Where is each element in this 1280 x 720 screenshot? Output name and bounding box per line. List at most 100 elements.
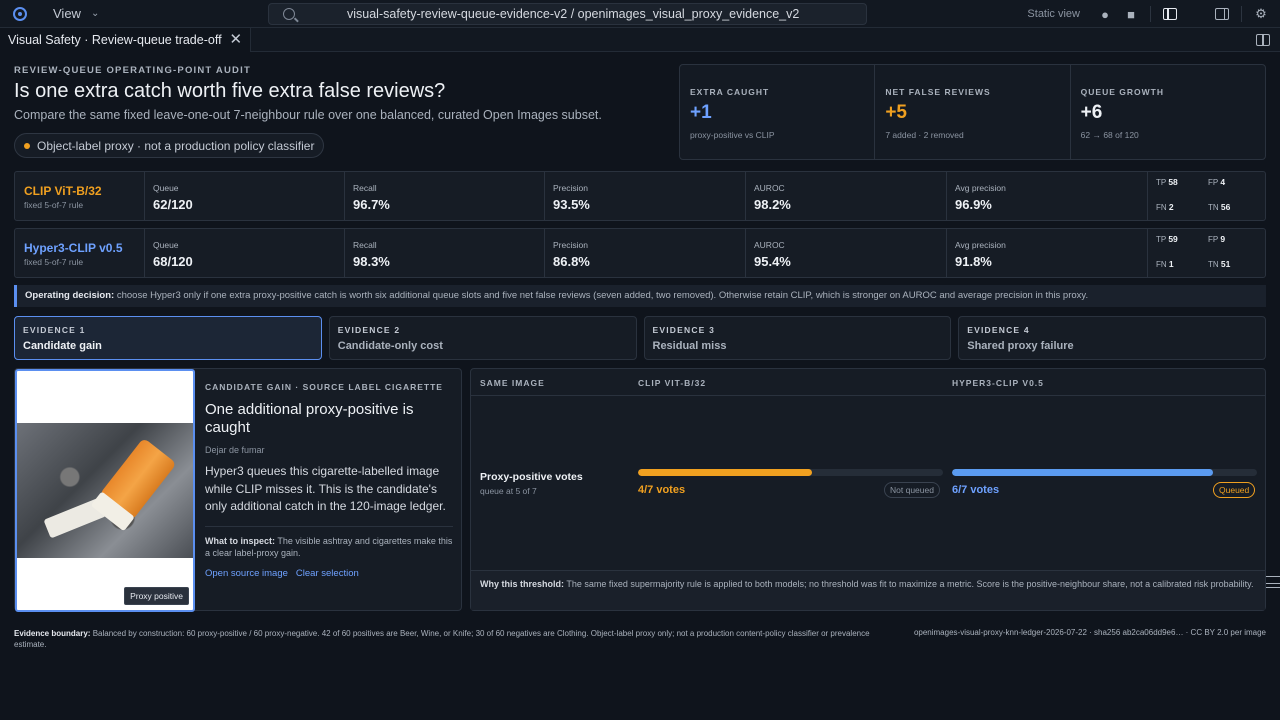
- evidence-number: EVIDENCE 3: [652, 325, 716, 335]
- cm-fn: FN 1: [1156, 259, 1174, 269]
- close-tab-icon[interactable]: ✕: [229, 31, 243, 48]
- toolbar-divider: [1150, 6, 1151, 22]
- evidence-tabs: EVIDENCE 1 Candidate gain EVIDENCE 2 Can…: [14, 316, 1266, 360]
- metric-value: 93.5%: [553, 197, 590, 212]
- evidence-description: Hyper3 queues this cigarette-labelled im…: [205, 464, 446, 513]
- tab-visual-safety[interactable]: Visual Safety · Review-queue trade-off ✕: [0, 27, 252, 52]
- cm-tp: TP 59: [1156, 234, 1178, 244]
- metric-value: 98.2%: [754, 197, 791, 212]
- search-input[interactable]: visual-safety-review-queue-evidence-v2 /…: [268, 3, 867, 25]
- metric-label: Avg precision: [955, 240, 1006, 250]
- hyper3-vote-fill: [952, 469, 1214, 476]
- evidence-caption: CANDIDATE GAIN · SOURCE LABEL CIGARETTE: [205, 382, 443, 392]
- evidence-heading: One additional proxy-positive is caught: [205, 401, 414, 436]
- open-source-image-link[interactable]: Open source image: [205, 567, 288, 579]
- cigarette-ashtray-photo: [17, 423, 193, 558]
- kpi-label: NET FALSE REVIEWS: [885, 87, 991, 97]
- source-image[interactable]: Proxy positive: [15, 369, 195, 612]
- metric-value: 96.9%: [955, 197, 992, 212]
- evidence-number: EVIDENCE 4: [967, 325, 1030, 335]
- static-view-label: Static view: [1027, 8, 1080, 20]
- top-bar: View ⌄ visual-safety-review-queue-eviden…: [0, 0, 1280, 588]
- tab-evidence-2[interactable]: EVIDENCE 2 Candidate-only cost: [328, 316, 637, 360]
- view-menu[interactable]: View ⌄: [53, 6, 99, 21]
- kpi-value: +1: [690, 102, 712, 123]
- metric-label: Precision: [553, 240, 588, 250]
- status-dot-icon: [24, 142, 30, 149]
- metric-value: 68/120: [153, 254, 193, 269]
- model-name: CLIP ViT-B/32: [24, 184, 102, 198]
- ledger-provenance: openimages-visual-proxy-knn-ledger-2026-…: [913, 628, 1266, 637]
- tab-bar: Visual Safety · Review-queue trade-off ✕: [0, 27, 1280, 52]
- tab-title: Visual Safety · Review-queue trade-off: [8, 32, 222, 47]
- dataset-path: visual-safety-review-queue-evidence-v2 /…: [347, 7, 800, 21]
- inspect-note: What to inspect: The visible ashtray and…: [205, 535, 453, 558]
- metric-value: 91.8%: [955, 254, 992, 269]
- metric-avg-precision: Avg precision 96.9%: [947, 172, 1148, 220]
- split-editor-icon[interactable]: [1256, 34, 1270, 46]
- metric-value: 86.8%: [553, 254, 590, 269]
- evidence-title: Shared proxy failure: [967, 340, 1074, 352]
- column-header-same-image: SAME IMAGE: [480, 378, 545, 388]
- kpi-label: QUEUE GROWTH: [1080, 87, 1164, 97]
- kpi-value: +5: [885, 102, 907, 123]
- clip-vote-bar: [638, 469, 943, 476]
- decision-text: choose Hyper3 only if one extra proxy-po…: [114, 290, 1089, 301]
- evidence-title: Candidate gain: [23, 340, 102, 352]
- model-rule: fixed 5-of-7 rule: [24, 200, 84, 210]
- kpi-label: EXTRA CAUGHT: [690, 87, 770, 97]
- metric-avg-precision: Avg precision 91.8%: [947, 229, 1148, 277]
- cm-tn: TN 56: [1208, 202, 1231, 212]
- evidence-number: EVIDENCE 2: [337, 325, 401, 335]
- tab-evidence-4[interactable]: EVIDENCE 4 Shared proxy failure: [958, 316, 1266, 360]
- original-image-title: Dejar de fumar: [205, 445, 265, 455]
- evidence-card: Proxy positive CANDIDATE GAIN · SOURCE L…: [14, 368, 462, 612]
- hyper3-status-badge: Queued: [1213, 482, 1256, 498]
- metric-recall: Recall 98.3%: [345, 229, 545, 277]
- kpi-note: 7 added · 2 removed: [885, 130, 964, 140]
- evidence-title: Candidate-only cost: [337, 340, 443, 352]
- operating-decision-banner: Operating decision: choose Hyper3 only i…: [14, 285, 1266, 307]
- metric-value: 98.3%: [353, 254, 390, 269]
- main-content: REVIEW-QUEUE OPERATING-POINT AUDIT Is on…: [0, 52, 1280, 720]
- kpi-extra-caught: EXTRA CAUGHT +1 proxy-positive vs CLIP: [680, 65, 876, 159]
- metric-value: 62/120: [153, 197, 193, 212]
- votes-row-subtitle: queue at 5 of 7: [480, 486, 537, 496]
- scope-pill-label: Object-label proxy · not a production po…: [37, 138, 315, 153]
- metric-precision: Precision 86.8%: [545, 229, 746, 277]
- discord-icon[interactable]: ■: [1127, 6, 1135, 22]
- model-row-hyper3: Hyper3-CLIP v0.5 fixed 5-of-7 rule Queue…: [14, 228, 1266, 278]
- metric-label: AUROC: [754, 183, 785, 193]
- app-logo-icon[interactable]: [13, 6, 27, 21]
- view-menu-label: View: [53, 6, 81, 21]
- kpi-note: 62 → 68 of 120: [1080, 130, 1139, 140]
- metric-label: Queue: [153, 183, 179, 193]
- kpi-queue-growth: QUEUE GROWTH +6 62 → 68 of 120: [1071, 65, 1265, 159]
- github-icon[interactable]: ●: [1101, 6, 1109, 22]
- metric-value: 95.4%: [754, 254, 791, 269]
- cm-fn: FN 2: [1156, 202, 1174, 212]
- model-row-clip: CLIP ViT-B/32 fixed 5-of-7 rule Queue 62/…: [14, 171, 1266, 221]
- toggle-right-panel-icon[interactable]: [1209, 0, 1235, 28]
- metric-auroc: AUROC 98.2%: [746, 172, 947, 220]
- toggle-bottom-panel-icon[interactable]: [1041, 0, 1280, 588]
- clear-selection-link[interactable]: Clear selection: [295, 567, 359, 579]
- cm-tn: TN 51: [1208, 259, 1231, 269]
- toggle-left-panel-icon[interactable]: [1157, 0, 1183, 28]
- header-divider: [471, 395, 1265, 396]
- hyper3-vote-bar: [952, 469, 1257, 476]
- metric-label: AUROC: [754, 240, 785, 250]
- metric-auroc: AUROC 95.4%: [746, 229, 947, 277]
- kpi-note: proxy-positive vs CLIP: [690, 130, 775, 140]
- tab-evidence-1[interactable]: EVIDENCE 1 Candidate gain: [14, 316, 322, 360]
- settings-gear-icon[interactable]: ⚙: [1255, 6, 1267, 21]
- vote-comparison-panel: SAME IMAGE CLIP VIT-B/32 HYPER3-CLIP V0.…: [470, 368, 1266, 611]
- confusion-matrix: TP 58 FP 4 FN 2 TN 56: [1148, 172, 1265, 220]
- votes-row-label: Proxy-positive votes queue at 5 of 7: [480, 471, 583, 496]
- scope-pill: Object-label proxy · not a production po…: [14, 133, 325, 158]
- toolbar-divider: [1241, 6, 1242, 22]
- divider: [205, 525, 453, 527]
- clip-status-badge: Not queued: [884, 482, 940, 498]
- tab-evidence-3[interactable]: EVIDENCE 3 Residual miss: [643, 316, 952, 360]
- kpi-net-false-reviews: NET FALSE REVIEWS +5 7 added · 2 removed: [875, 65, 1071, 159]
